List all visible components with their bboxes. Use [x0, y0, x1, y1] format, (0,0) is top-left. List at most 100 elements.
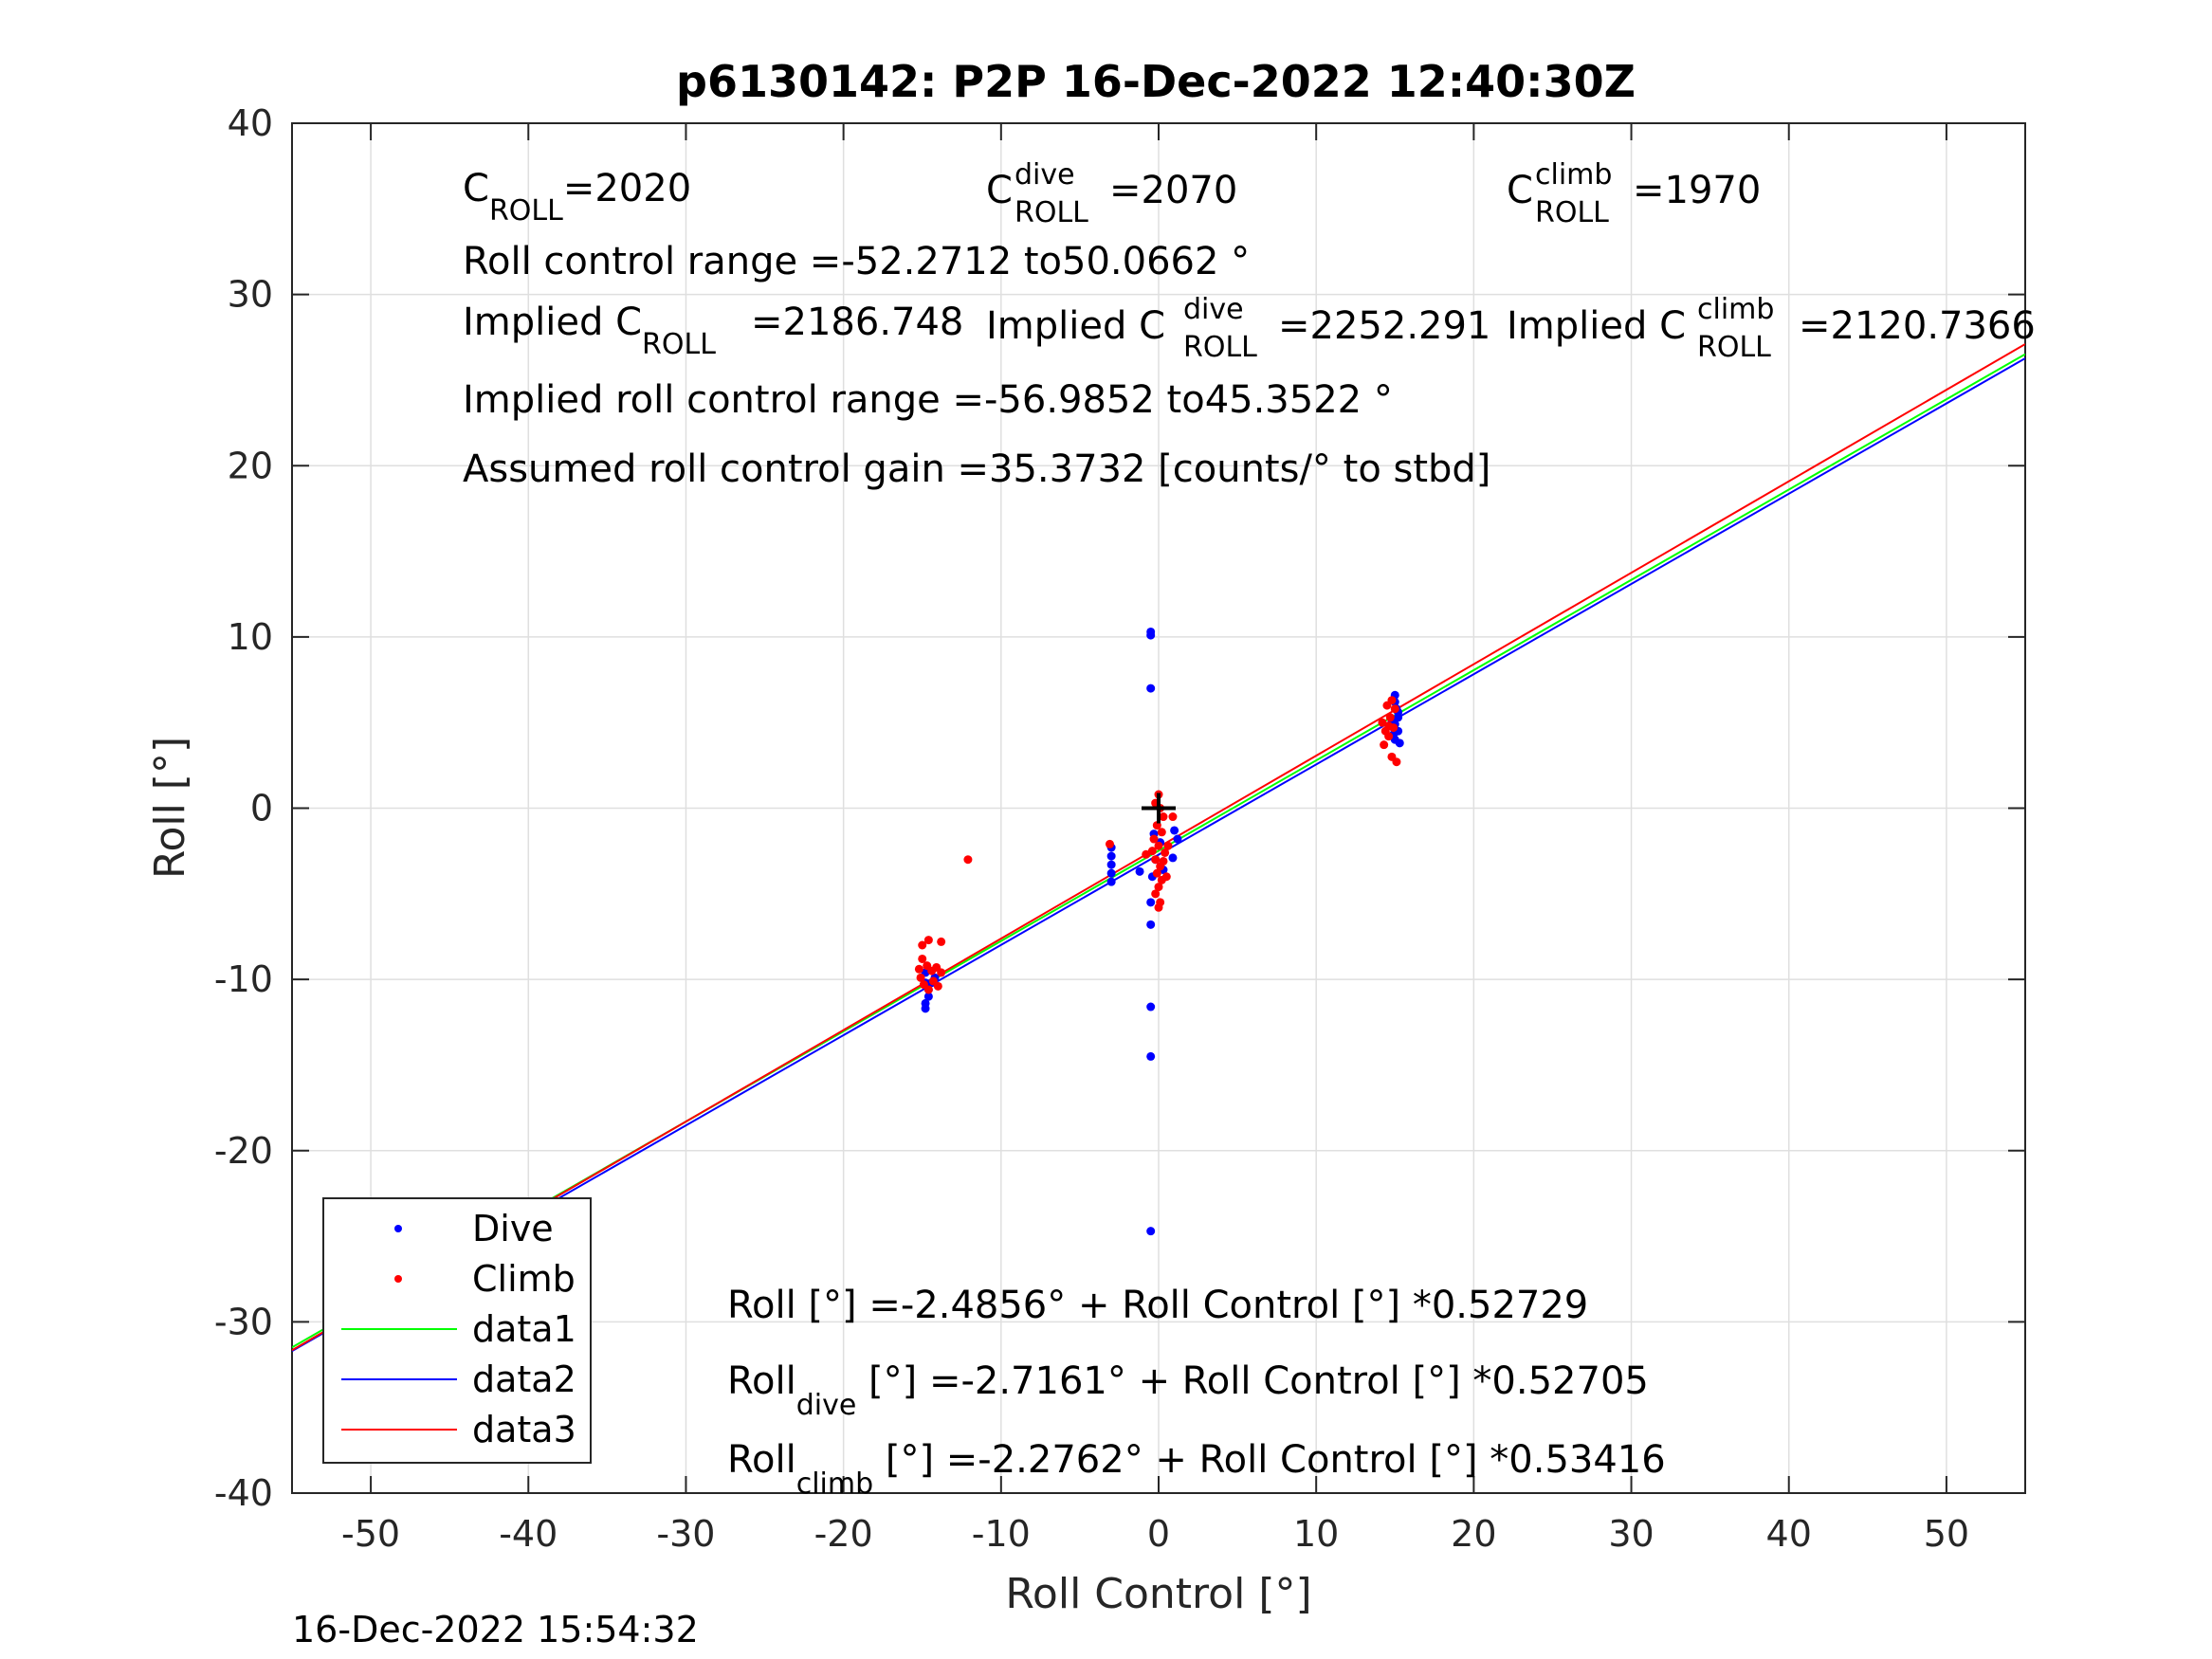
point-dive: [1106, 851, 1116, 861]
annotation-c-dive-sup: dive: [1015, 158, 1075, 191]
legend-label-data2: data2: [472, 1358, 576, 1400]
annotation-fit-dive-prefix: Roll: [727, 1359, 796, 1403]
point-climb: [1154, 841, 1163, 850]
legend-swatch-climb: [394, 1275, 402, 1283]
annotation-fit-climb-prefix: Roll: [727, 1438, 796, 1482]
x-tick-labels: -50 -40 -30 -20 -10 0 10 20 30 40 50: [341, 1513, 1969, 1555]
legend-label-data3: data3: [472, 1409, 576, 1450]
timestamp: 16-Dec-2022 15:54:32: [292, 1609, 699, 1650]
legend-box: [322, 1197, 592, 1464]
fit-line-data2: [292, 357, 2025, 1353]
point-climb: [1159, 856, 1168, 866]
y-tick-label: 40: [228, 102, 273, 144]
x-tick-label: 30: [1608, 1513, 1654, 1555]
annotation-c-dive: C: [986, 169, 1013, 212]
point-dive: [1146, 630, 1156, 640]
annotation-fit-climb-rest: [°] =-2.2762° + Roll Control [°] *0.5341…: [873, 1438, 1666, 1482]
point-climb: [1161, 872, 1171, 882]
scatter-points: [914, 627, 1404, 1236]
point-climb: [1161, 848, 1170, 857]
annotation-implied-c-roll-prefix: Implied C: [463, 301, 642, 344]
point-climb: [1385, 713, 1395, 722]
annotation-fit-all: Roll [°] =-2.4856° + Roll Control [°] *0…: [727, 1284, 1588, 1327]
annotation-implied-c-dive-value: =2252.291: [1278, 304, 1490, 348]
annotation-roll-control-range: Roll control range =-52.2712 to50.0662 °: [463, 240, 1250, 283]
legend-label-climb: Climb: [472, 1258, 576, 1300]
x-tick-label: 40: [1766, 1513, 1812, 1555]
annotation-implied-c-climb-sub: ROLL: [1697, 331, 1771, 364]
annotation-c-climb: C: [1507, 169, 1533, 212]
point-dive: [1146, 1227, 1156, 1236]
annotation-implied-c-climb-value: =2120.7366: [1799, 304, 2036, 348]
annotation-c-roll-sub: ROLL: [489, 194, 563, 228]
annotation-implied-c-dive-sub: ROLL: [1183, 331, 1257, 364]
point-dive: [1170, 826, 1179, 835]
annotation-implied-c-climb-sup: climb: [1697, 293, 1774, 326]
legend-label-dive: Dive: [472, 1208, 554, 1249]
point-climb: [918, 954, 927, 963]
annotation-fit-dive: Rolldive [°] =-2.7161° + Roll Control [°…: [727, 1359, 1649, 1422]
point-climb: [1147, 847, 1157, 856]
annotation-implied-c-roll-value: =2186.748: [751, 301, 963, 344]
point-climb: [963, 855, 973, 865]
annotation-c-climb-sup: climb: [1535, 158, 1612, 191]
point-climb: [914, 964, 923, 974]
point-dive: [1395, 738, 1404, 748]
annotation-c-climb-sub: ROLL: [1535, 196, 1609, 229]
annotation-implied-c-climb-prefix: Implied C: [1507, 304, 1686, 348]
point-climb: [1384, 721, 1394, 731]
point-dive: [1106, 868, 1116, 878]
point-dive: [1146, 1002, 1156, 1012]
point-dive: [1106, 877, 1116, 886]
y-tick-label: 20: [228, 445, 273, 486]
x-axis-label: Roll Control [°]: [1005, 1570, 1311, 1618]
annotation-c-climb-value: =1970: [1633, 169, 1761, 212]
annotation-c-roll: CROLL=2020: [463, 167, 691, 228]
point-climb: [1159, 812, 1168, 822]
point-dive: [1146, 898, 1156, 907]
point-climb: [918, 940, 927, 950]
annotation-implied-c-dive-sup: dive: [1183, 293, 1244, 326]
y-axis-label: Roll [°]: [146, 737, 194, 879]
x-tick-label: -20: [814, 1513, 873, 1555]
point-dive: [1146, 1051, 1156, 1061]
point-climb: [923, 936, 933, 945]
x-tick-label: 0: [1147, 1513, 1170, 1555]
y-tick-label: -10: [214, 958, 273, 1000]
annotation-gain: Assumed roll control gain =35.3732 [coun…: [463, 447, 1490, 491]
point-climb: [1387, 752, 1397, 761]
x-tick-label: 50: [1924, 1513, 1969, 1555]
annotation-c-dive-prefix: C: [986, 169, 1013, 212]
point-dive: [1168, 853, 1178, 863]
y-tick-label: 0: [250, 788, 273, 830]
x-tick-label: -50: [341, 1513, 400, 1555]
annotation-implied-c-dive-prefix: Implied C: [986, 304, 1165, 348]
point-climb: [1163, 841, 1173, 850]
y-tick-label: 30: [228, 274, 273, 316]
annotation-implied-c-roll: Implied CROLL: [463, 301, 716, 361]
point-climb: [1168, 812, 1178, 822]
point-dive: [1106, 860, 1116, 869]
point-dive: [1146, 920, 1156, 929]
y-tick-labels: -40 -30 -20 -10 0 10 20 30 40: [214, 102, 273, 1514]
point-climb: [1154, 902, 1163, 912]
annotation-c-roll-prefix: C: [463, 167, 489, 210]
annotation-fit-climb-sub: climb: [796, 1468, 873, 1501]
point-climb: [1390, 704, 1399, 714]
point-dive: [1173, 834, 1182, 844]
point-climb: [1387, 696, 1397, 705]
legend-swatch-dive: [394, 1225, 402, 1232]
y-tick-label: -40: [214, 1472, 273, 1514]
annotation-c-roll-value: =2020: [563, 167, 691, 210]
point-climb: [1154, 883, 1163, 892]
point-climb: [1157, 828, 1166, 837]
annotation-implied-c-roll-sub: ROLL: [642, 328, 716, 361]
annotation-implied-range: Implied roll control range =-56.9852 to4…: [463, 378, 1393, 422]
point-dive: [921, 1004, 930, 1013]
point-climb: [1378, 718, 1387, 727]
point-climb: [1380, 740, 1389, 750]
point-climb: [933, 981, 942, 991]
point-climb: [1151, 855, 1161, 865]
point-climb: [1142, 849, 1151, 859]
